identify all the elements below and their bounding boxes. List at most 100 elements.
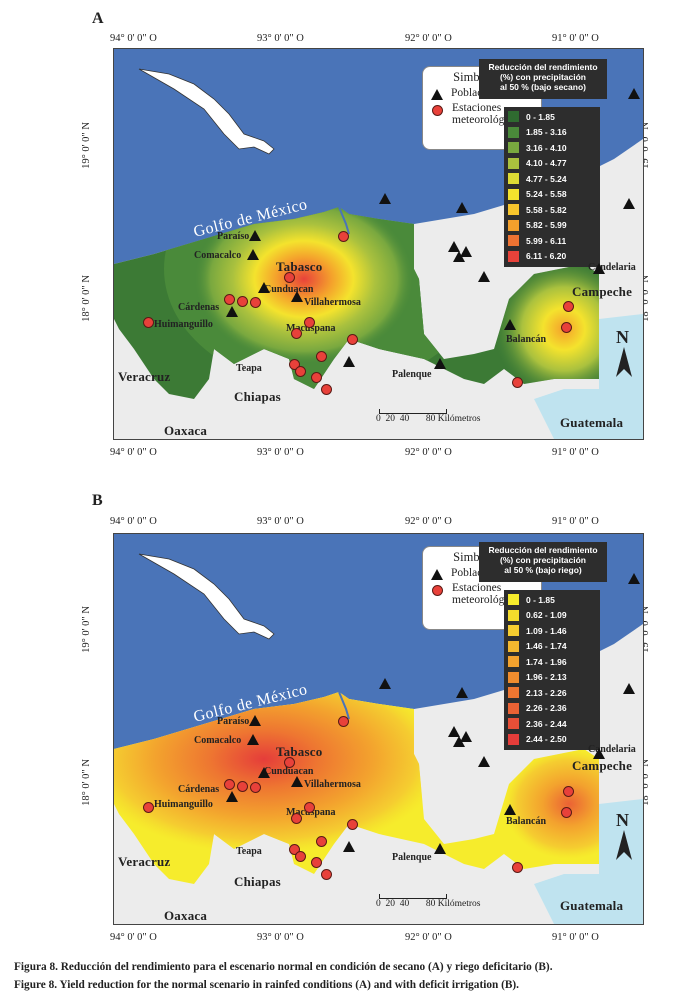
scale-title: Reducción del rendimiento (%) con precipi… [479, 59, 607, 95]
bottom-coord: 92° 0' 0" O [405, 932, 452, 943]
scale-swatch [508, 235, 519, 247]
bottom-coord: 91° 0' 0" O [552, 932, 599, 943]
station-marker [250, 297, 261, 308]
left-coord: 18° 0' 0" N [80, 275, 92, 322]
scale-class-row: 1.74 - 1.96 [504, 654, 600, 670]
scale-title-line3: al 50 % (bajo riego) [504, 565, 582, 575]
km-tick: 20 [385, 414, 396, 424]
palenque-label: Palenque [392, 852, 432, 863]
top-coord: 93° 0' 0" O [257, 516, 304, 527]
scale-title-box: Reducción del rendimiento (%) con precipi… [479, 59, 607, 99]
town-marker [226, 306, 238, 317]
station-marker [291, 813, 302, 824]
scale-title-line1: Reducción del rendimiento [488, 545, 598, 555]
left-coord: 18° 0' 0" N [80, 759, 92, 806]
panel-letter: B [92, 492, 103, 509]
top-coord: 93° 0' 0" O [257, 33, 304, 44]
scale-class-row: 2.36 - 2.44 [504, 716, 600, 732]
huimanguillo-label: Huimanguillo [154, 319, 213, 330]
bottom-coord: 91° 0' 0" O [552, 447, 599, 458]
villahermosa-label: Villahermosa [304, 779, 361, 790]
scale-swatch [508, 204, 519, 216]
scale-class-row: 1.85 - 3.16 [504, 125, 600, 141]
candelaria-label: Candelaria [588, 744, 636, 755]
campeche-label: Campeche [572, 284, 633, 299]
scale-class-label: 1.09 - 1.46 [526, 625, 567, 636]
town-marker [291, 776, 303, 787]
town-marker [258, 282, 270, 293]
scale-swatch [508, 609, 519, 621]
chiapas-label: Chiapas [234, 389, 281, 404]
km-tick: 40 [399, 899, 410, 909]
station-marker [347, 334, 358, 345]
scale-class-label: 5.82 - 5.99 [526, 220, 567, 231]
caption-spanish: Figura 8. Reducción del rendimiento para… [14, 961, 553, 973]
left-coord: 19° 0' 0" N [80, 606, 92, 653]
km-unit: Kilómetros [437, 414, 481, 424]
scale-title-line2: (%) con precipitación [500, 72, 586, 82]
palenque-label: Palenque [392, 369, 432, 380]
scale-class-label: 6.11 - 6.20 [526, 251, 567, 262]
top-coord: 91° 0' 0" O [552, 33, 599, 44]
town-marker [434, 843, 446, 854]
scale-class-row: 3.16 - 4.10 [504, 140, 600, 156]
station-marker [316, 836, 327, 847]
scale-title-line2: (%) con precipitación [500, 555, 586, 565]
oaxaca-label: Oaxaca [164, 908, 208, 923]
scale-class-row: 5.99 - 6.11 [504, 233, 600, 249]
town-marker [504, 319, 516, 330]
scale-classes: 0 - 1.85 0.62 - 1.09 1.09 - 1.46 1.46 - 1.7… [504, 590, 600, 750]
town-marker [247, 249, 259, 260]
top-coord: 94° 0' 0" O [110, 33, 157, 44]
top-coord: 92° 0' 0" O [405, 516, 452, 527]
scale-swatch [508, 656, 519, 668]
scale-title-box: Reducción del rendimiento (%) con precipi… [479, 542, 607, 582]
km-scale: 0 20 40 80 Kilómetros [376, 409, 481, 424]
scale-class-label: 4.10 - 4.77 [526, 158, 567, 169]
town-marker [343, 356, 355, 367]
station-marker [295, 851, 306, 862]
scale-class-row: 5.58 - 5.82 [504, 202, 600, 218]
map-frame: Simbología Poblaciones Estacionesmeteoro… [113, 533, 644, 925]
scale-title: Reducción del rendimiento (%) con precipi… [479, 542, 607, 578]
scale-swatch [508, 250, 519, 262]
balancan-label: Balancán [506, 816, 547, 827]
scale-class-label: 0.62 - 1.09 [526, 610, 567, 621]
scale-class-row: 4.10 - 4.77 [504, 156, 600, 172]
scale-class-row: 0 - 1.85 [504, 592, 600, 608]
km-tick: 0 [376, 414, 381, 424]
scale-swatch [508, 157, 519, 169]
legend-stations-line1: Estaciones [452, 582, 502, 594]
north-arrow-icon [616, 830, 632, 860]
station-marker [338, 716, 349, 727]
station-marker [284, 757, 295, 768]
scale-class-label: 5.24 - 5.58 [526, 189, 567, 200]
km-scale: 0 20 40 80 Kilómetros [376, 894, 481, 909]
bottom-coord: 93° 0' 0" O [257, 932, 304, 943]
town-marker [460, 246, 472, 257]
town-marker [623, 683, 635, 694]
scale-class-label: 1.46 - 1.74 [526, 641, 567, 652]
scale-class-row: 4.77 - 5.24 [504, 171, 600, 187]
top-coord: 91° 0' 0" O [552, 516, 599, 527]
town-marker [623, 198, 635, 209]
station-marker [289, 844, 300, 855]
teapa-label: Teapa [236, 363, 262, 374]
station-marker [338, 231, 349, 242]
left-coord: 19° 0' 0" N [80, 122, 92, 169]
scale-swatch [508, 111, 519, 123]
veracruz-label: Veracruz [118, 854, 171, 869]
scale-swatch [508, 702, 519, 714]
teapa-label: Teapa [236, 846, 262, 857]
station-marker [512, 862, 523, 873]
comalcalco-label: Comacalco [194, 250, 242, 261]
town-marker [478, 271, 490, 282]
station-dot-icon [432, 585, 443, 596]
top-coord: 92° 0' 0" O [405, 33, 452, 44]
town-marker [249, 230, 261, 241]
town-marker [448, 726, 460, 737]
scale-swatch [508, 142, 519, 154]
town-marker [456, 202, 468, 213]
station-marker [316, 351, 327, 362]
scale-class-row: 1.09 - 1.46 [504, 623, 600, 639]
